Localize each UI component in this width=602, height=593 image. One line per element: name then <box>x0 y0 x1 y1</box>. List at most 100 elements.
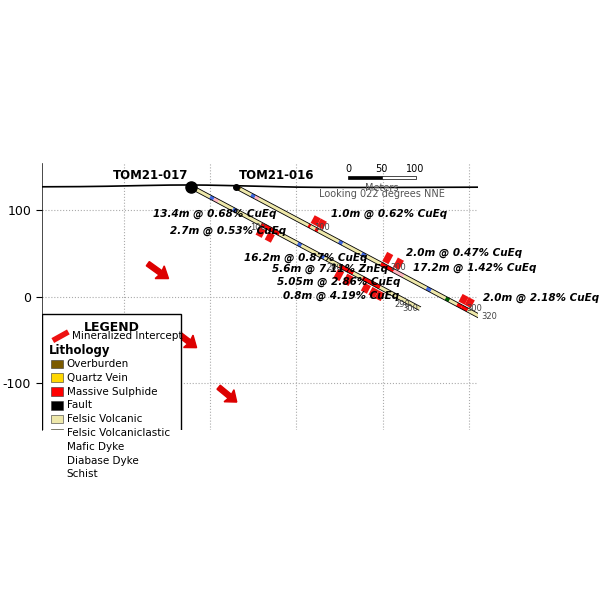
Text: Meters: Meters <box>365 183 399 193</box>
Polygon shape <box>380 262 395 272</box>
Text: Fault: Fault <box>67 400 92 410</box>
Text: Lithology: Lithology <box>49 343 111 356</box>
Text: 2.0m @ 0.47% CuEq: 2.0m @ 0.47% CuEq <box>406 247 523 258</box>
Polygon shape <box>317 229 340 243</box>
Polygon shape <box>379 286 398 298</box>
Polygon shape <box>240 187 252 197</box>
FancyArrow shape <box>146 262 169 279</box>
Polygon shape <box>190 185 196 191</box>
Polygon shape <box>236 209 262 226</box>
FancyArrow shape <box>176 331 197 347</box>
Polygon shape <box>317 218 327 229</box>
Bar <box>51 442 63 451</box>
Text: Mineralized Intercept: Mineralized Intercept <box>72 331 182 341</box>
Text: Mafic Dyke: Mafic Dyke <box>67 442 124 452</box>
Polygon shape <box>368 287 379 298</box>
Text: Felsic Volcanic: Felsic Volcanic <box>67 414 142 424</box>
Text: TOM21-016: TOM21-016 <box>240 168 315 181</box>
Polygon shape <box>300 244 321 257</box>
Text: Overburden: Overburden <box>67 359 129 369</box>
Polygon shape <box>250 193 256 199</box>
Polygon shape <box>365 254 382 266</box>
FancyArrow shape <box>217 385 237 402</box>
Text: Quartz Vein: Quartz Vein <box>67 372 128 382</box>
Bar <box>51 470 63 479</box>
Text: 300: 300 <box>402 304 418 313</box>
Text: Felsic Volcaniclastic: Felsic Volcaniclastic <box>67 428 170 438</box>
Text: Looking 022 degrees NNE: Looking 022 degrees NNE <box>319 189 445 199</box>
Text: 290: 290 <box>395 300 411 309</box>
Bar <box>51 359 63 368</box>
Text: 200: 200 <box>390 263 406 272</box>
Polygon shape <box>396 295 421 310</box>
Text: 200: 200 <box>326 263 342 272</box>
Bar <box>51 374 63 382</box>
Polygon shape <box>297 242 302 247</box>
Polygon shape <box>338 240 344 246</box>
Polygon shape <box>445 296 450 302</box>
Polygon shape <box>459 294 469 305</box>
Polygon shape <box>467 308 482 319</box>
Polygon shape <box>403 275 427 290</box>
Text: Schist: Schist <box>67 470 98 479</box>
Polygon shape <box>393 269 405 278</box>
Text: 320: 320 <box>482 312 497 321</box>
Polygon shape <box>209 195 215 200</box>
Text: 5.6m @ 7.11% ZnEq: 5.6m @ 7.11% ZnEq <box>272 264 388 274</box>
Text: TOM21-017: TOM21-017 <box>113 168 188 181</box>
Polygon shape <box>256 227 265 238</box>
Text: 2.0m @ 2.18% CuEq: 2.0m @ 2.18% CuEq <box>483 293 599 304</box>
Polygon shape <box>320 254 325 260</box>
Text: 0.8m @ 4.19% CuEq: 0.8m @ 4.19% CuEq <box>283 291 399 301</box>
Polygon shape <box>334 269 344 281</box>
Polygon shape <box>430 289 447 300</box>
Polygon shape <box>382 252 393 264</box>
Polygon shape <box>309 225 316 231</box>
Bar <box>42 314 181 491</box>
Polygon shape <box>426 286 432 292</box>
Polygon shape <box>232 208 238 213</box>
Polygon shape <box>343 273 353 286</box>
Text: 100: 100 <box>250 223 265 232</box>
Polygon shape <box>260 222 281 235</box>
Text: 1.0m @ 0.62% CuEq: 1.0m @ 0.62% CuEq <box>331 209 447 219</box>
Polygon shape <box>393 257 404 270</box>
Bar <box>51 387 63 396</box>
Text: 100: 100 <box>314 223 330 232</box>
Bar <box>348 176 382 178</box>
Polygon shape <box>217 200 234 211</box>
Text: 17.2m @ 1.42% CuEq: 17.2m @ 1.42% CuEq <box>412 263 536 273</box>
Polygon shape <box>456 302 462 308</box>
Text: 100: 100 <box>406 164 425 174</box>
Bar <box>51 429 63 437</box>
Polygon shape <box>374 290 385 301</box>
Polygon shape <box>279 232 299 246</box>
Text: 13.4m @ 0.68% CuEq: 13.4m @ 0.68% CuEq <box>153 209 276 219</box>
Bar <box>51 401 63 410</box>
Polygon shape <box>361 252 367 257</box>
Polygon shape <box>258 197 309 227</box>
Text: Diabase Dyke: Diabase Dyke <box>67 455 138 466</box>
Polygon shape <box>311 215 321 226</box>
Text: LEGEND: LEGEND <box>84 321 140 334</box>
Polygon shape <box>265 232 275 243</box>
Polygon shape <box>361 283 371 294</box>
Text: 2.7m @ 0.53% CuEq: 2.7m @ 0.53% CuEq <box>170 225 286 236</box>
Text: 300: 300 <box>467 304 482 313</box>
Text: 0: 0 <box>345 164 351 174</box>
Polygon shape <box>342 242 362 256</box>
Bar <box>382 176 415 178</box>
Text: 16.2m @ 0.87% CuEq: 16.2m @ 0.87% CuEq <box>244 253 368 263</box>
Text: 5.05m @ 2.86% CuEq: 5.05m @ 2.86% CuEq <box>277 277 400 287</box>
Text: Massive Sulphide: Massive Sulphide <box>67 387 157 397</box>
Polygon shape <box>461 305 468 312</box>
Text: 50: 50 <box>376 164 388 174</box>
Bar <box>51 456 63 465</box>
Polygon shape <box>448 299 458 306</box>
Polygon shape <box>213 197 219 203</box>
Polygon shape <box>339 264 355 275</box>
Bar <box>51 415 63 423</box>
Polygon shape <box>308 224 312 228</box>
Polygon shape <box>314 227 319 232</box>
Polygon shape <box>254 195 259 200</box>
